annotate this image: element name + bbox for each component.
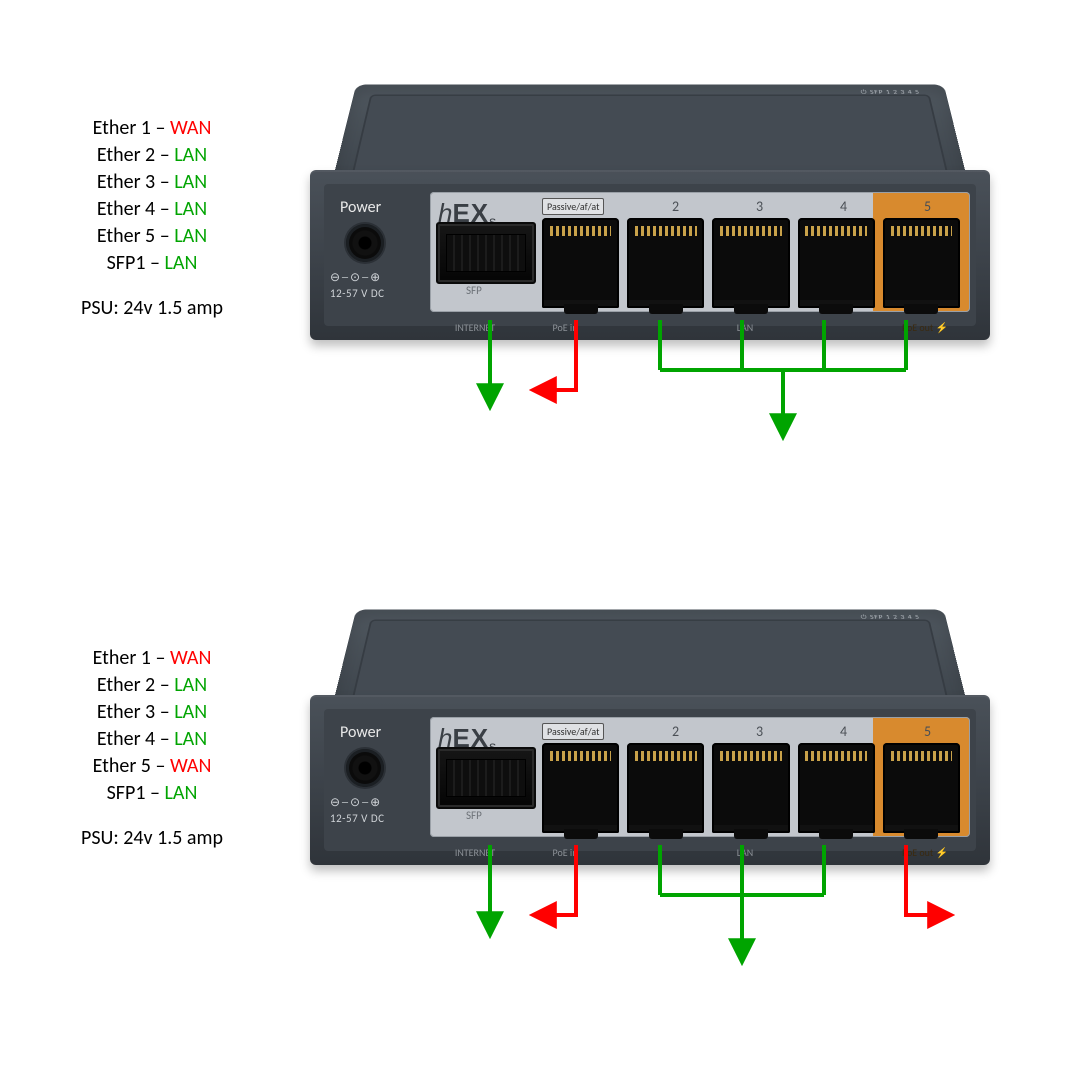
- arrows-overlay: [0, 0, 1080, 1080]
